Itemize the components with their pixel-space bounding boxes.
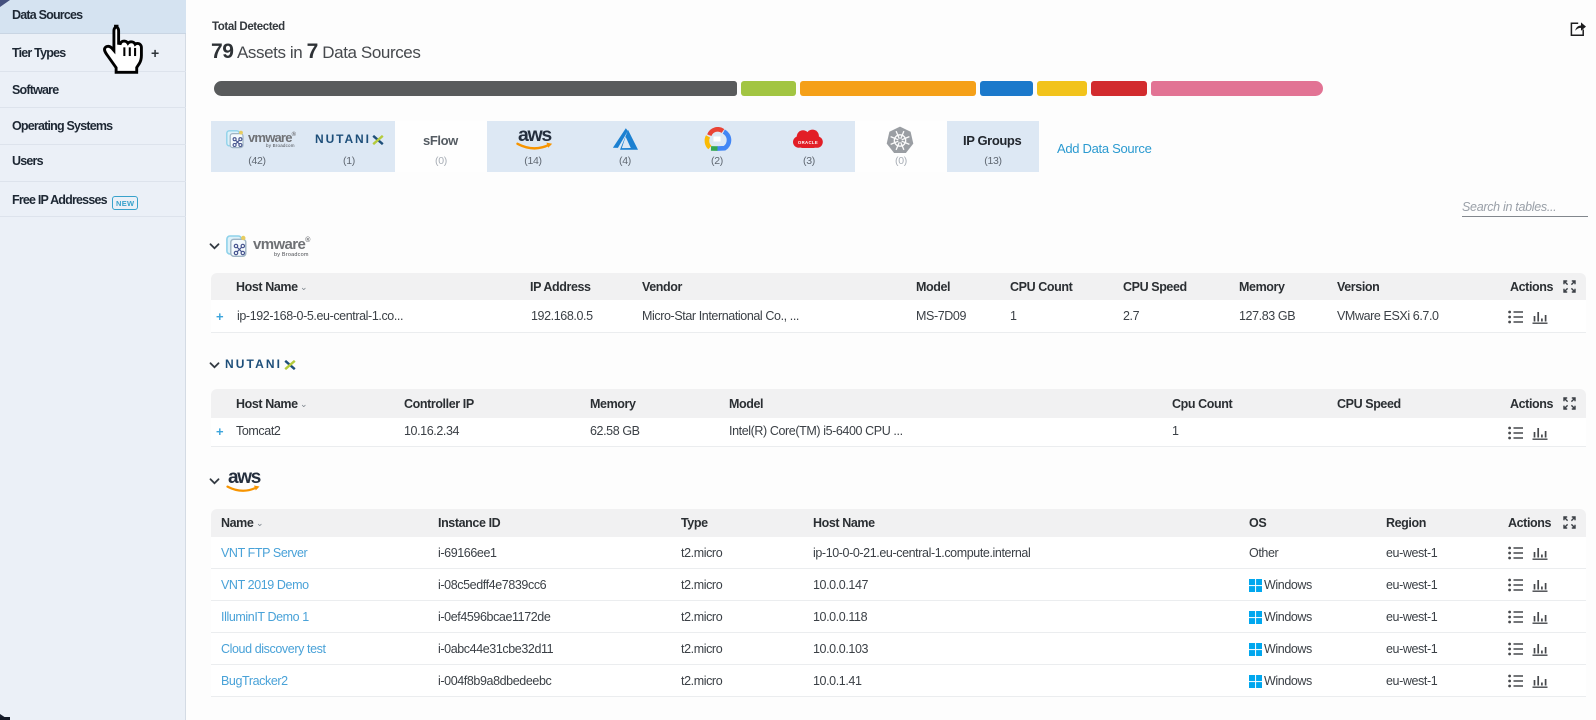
svg-text:ORACLE: ORACLE (798, 140, 818, 145)
